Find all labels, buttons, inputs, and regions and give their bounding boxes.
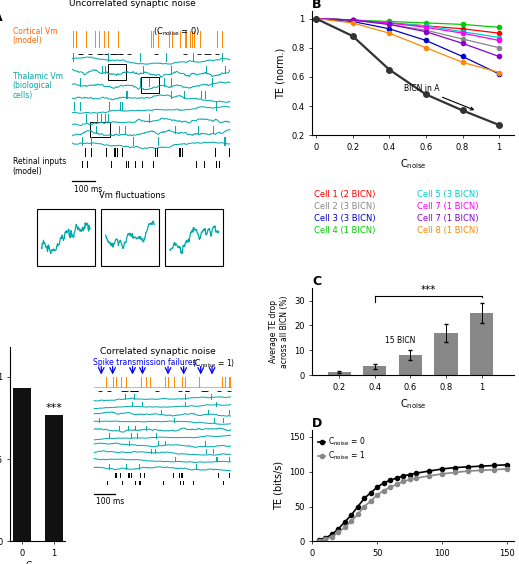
Bar (45, 415, 63, 541)
Legend: C$_{\rm noise}$ = 0, C$_{\rm noise}$ = 1: C$_{\rm noise}$ = 0, C$_{\rm noise}$ = 1 (316, 434, 367, 464)
Text: Cell 1 (2 BICN): Cell 1 (2 BICN) (315, 190, 376, 199)
C$_{\rm noise}$ = 1 (342, 524, 348, 531)
C$_{\rm noise}$ = 0 (452, 464, 458, 471)
Text: ***: *** (46, 403, 62, 413)
C$_{\rm noise}$ = 0 (335, 526, 342, 532)
C$_{\rm noise}$ = 0 (348, 512, 354, 518)
C$_{\rm noise}$ = 0 (322, 535, 329, 541)
C$_{\rm noise}$ = 0 (439, 465, 445, 472)
Bar (434, 333, 458, 375)
C$_{\rm noise}$ = 0 (400, 473, 406, 479)
Text: (C$_{\rm noise}$ = 0): (C$_{\rm noise}$ = 0) (153, 25, 200, 38)
Y-axis label: TE (norm.): TE (norm.) (276, 47, 286, 99)
C$_{\rm noise}$ = 0 (361, 495, 367, 501)
Text: 100 ms: 100 ms (74, 186, 102, 194)
Text: (model): (model) (12, 36, 43, 45)
Text: Cell 4 (1 BICN): Cell 4 (1 BICN) (315, 226, 376, 235)
Text: (model): (model) (12, 167, 43, 176)
Bar (327, 372, 351, 375)
Text: (biological: (biological (12, 81, 52, 90)
C$_{\rm noise}$ = 1 (478, 467, 484, 474)
C$_{\rm noise}$ = 0 (426, 468, 432, 474)
Text: Cell 3 (3 BICN): Cell 3 (3 BICN) (315, 214, 376, 223)
Text: ***: *** (420, 285, 436, 295)
C$_{\rm noise}$ = 1 (361, 503, 367, 510)
Text: cells): cells) (12, 91, 33, 100)
C$_{\rm noise}$ = 0 (381, 479, 387, 486)
Text: Spike transmission failures: Spike transmission failures (93, 358, 196, 367)
C$_{\rm noise}$ = 1 (426, 473, 432, 479)
C$_{\rm noise}$ = 0 (407, 471, 413, 478)
X-axis label: C$_{\rm noise}$: C$_{\rm noise}$ (25, 559, 50, 564)
Text: Vm fluctuations: Vm fluctuations (99, 191, 166, 200)
C$_{\rm noise}$ = 1 (504, 465, 510, 472)
Bar (166, 209, 223, 266)
Text: 100 ms: 100 ms (95, 497, 124, 506)
Text: (C$_{\rm noise}$ = 1): (C$_{\rm noise}$ = 1) (192, 358, 236, 371)
C$_{\rm noise}$ = 1 (329, 533, 335, 540)
C$_{\rm noise}$ = 0 (387, 477, 393, 483)
C$_{\rm noise}$ = 1 (465, 468, 471, 474)
C$_{\rm noise}$ = 1 (387, 484, 393, 491)
Bar (363, 367, 386, 375)
C$_{\rm noise}$ = 1 (452, 469, 458, 476)
X-axis label: C$_{\rm noise}$: C$_{\rm noise}$ (400, 397, 427, 411)
Line: C$_{\rm noise}$ = 0: C$_{\rm noise}$ = 0 (317, 462, 509, 542)
Bar (141, 77, 159, 93)
C$_{\rm noise}$ = 1 (413, 475, 419, 482)
Text: Cell 2 (3 BICN): Cell 2 (3 BICN) (315, 202, 376, 211)
C$_{\rm noise}$ = 0 (478, 462, 484, 469)
Text: Cell 8 (1 BICN): Cell 8 (1 BICN) (417, 226, 479, 235)
Y-axis label: Average TE drop
across all BICN (%): Average TE drop across all BICN (%) (269, 296, 289, 368)
Bar (13, 389, 31, 541)
Text: Cell 7 (1 BICN): Cell 7 (1 BICN) (417, 202, 479, 211)
C$_{\rm noise}$ = 0 (368, 489, 374, 496)
C$_{\rm noise}$ = 1 (439, 470, 445, 477)
C$_{\rm noise}$ = 1 (322, 536, 329, 543)
Text: A: A (0, 11, 2, 24)
C$_{\rm noise}$ = 1 (374, 491, 380, 498)
C$_{\rm noise}$ = 0 (316, 537, 322, 544)
Text: C: C (312, 275, 321, 288)
Text: B: B (312, 0, 322, 11)
Bar (108, 64, 126, 80)
Bar (399, 355, 422, 375)
C$_{\rm noise}$ = 0 (329, 531, 335, 538)
Text: Cell 5 (3 BICN): Cell 5 (3 BICN) (417, 190, 479, 199)
Bar (470, 313, 493, 375)
C$_{\rm noise}$ = 0 (342, 518, 348, 525)
Text: Cortical Vm: Cortical Vm (12, 27, 57, 36)
Text: Cell 7 (1 BICN): Cell 7 (1 BICN) (417, 214, 479, 223)
C$_{\rm noise}$ = 1 (348, 518, 354, 525)
C$_{\rm noise}$ = 0 (413, 470, 419, 477)
Text: D: D (312, 417, 323, 430)
C$_{\rm noise}$ = 1 (491, 466, 497, 473)
C$_{\rm noise}$ = 0 (504, 461, 510, 468)
C$_{\rm noise}$ = 1 (335, 529, 342, 536)
C$_{\rm noise}$ = 1 (316, 537, 322, 544)
Text: BICN in A: BICN in A (404, 85, 473, 110)
Text: 15 BICN: 15 BICN (386, 336, 416, 345)
C$_{\rm noise}$ = 1 (368, 497, 374, 504)
C$_{\rm noise}$ = 0 (374, 484, 380, 491)
Text: Retinal inputs: Retinal inputs (12, 157, 66, 166)
Text: Correlated synaptic noise: Correlated synaptic noise (100, 347, 216, 356)
Y-axis label: TE (bits/s): TE (bits/s) (274, 461, 283, 510)
Bar (101, 209, 159, 266)
C$_{\rm noise}$ = 0 (394, 475, 400, 482)
C$_{\rm noise}$ = 1 (381, 487, 387, 494)
X-axis label: C$_{\rm noise}$: C$_{\rm noise}$ (400, 157, 427, 171)
Bar (37, 209, 94, 266)
Text: Thalamic Vm: Thalamic Vm (12, 72, 63, 81)
C$_{\rm noise}$ = 1 (354, 511, 361, 518)
Bar (90, 122, 110, 137)
Line: C$_{\rm noise}$ = 1: C$_{\rm noise}$ = 1 (317, 467, 509, 543)
C$_{\rm noise}$ = 0 (465, 464, 471, 470)
C$_{\rm noise}$ = 0 (491, 462, 497, 469)
C$_{\rm noise}$ = 0 (354, 503, 361, 510)
Text: Uncorrelated synaptic noise: Uncorrelated synaptic noise (69, 0, 196, 8)
C$_{\rm noise}$ = 1 (400, 478, 406, 485)
C$_{\rm noise}$ = 1 (394, 481, 400, 488)
C$_{\rm noise}$ = 1 (407, 476, 413, 483)
